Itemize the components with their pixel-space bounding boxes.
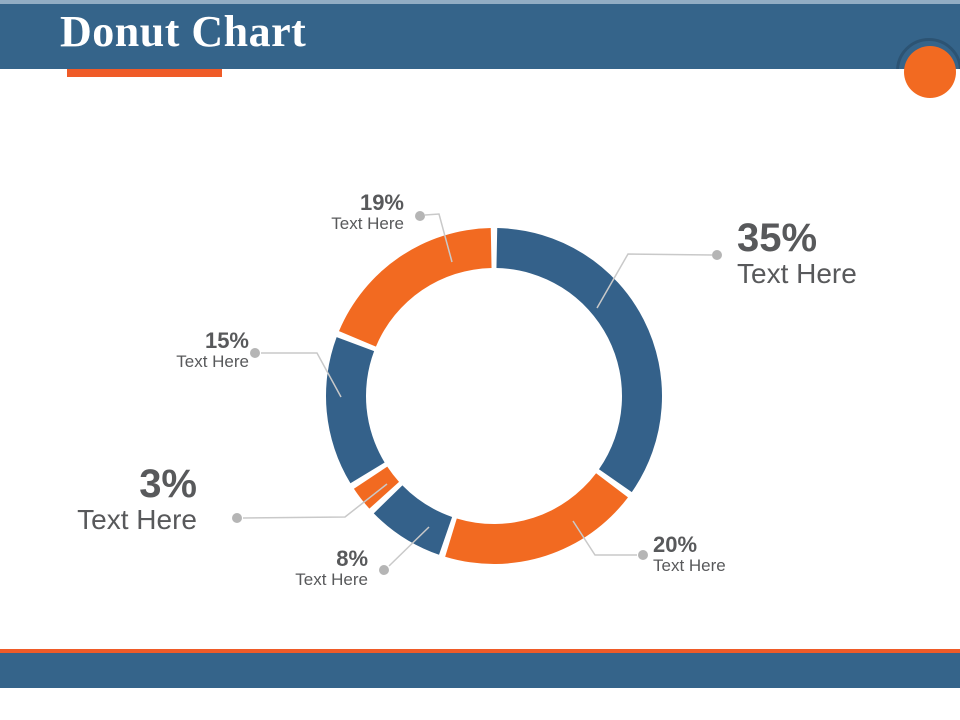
leader-dot-20pct — [638, 550, 648, 560]
leader-line-20pct — [572, 520, 637, 556]
leader-line-15pct — [261, 352, 342, 398]
top-strip — [0, 0, 960, 4]
callout-value: 3% — [139, 462, 197, 506]
callout-value: 35% — [737, 216, 818, 260]
leader-line-19pct — [424, 213, 453, 263]
donut-segment-15pct — [326, 337, 385, 484]
callout-text: Text Here — [176, 352, 249, 372]
leader-line-35pct — [596, 253, 713, 309]
callout-label-20pct: 20% Text Here — [653, 533, 726, 575]
callout-text: Text Here — [295, 570, 368, 590]
callout-text: Text Here — [737, 258, 857, 289]
leader-line-3pct — [242, 483, 388, 519]
callout-label-19pct: 19% Text Here — [331, 191, 404, 233]
callout-label-15pct: 15% Text Here — [176, 329, 249, 371]
donut-segment-35pct — [496, 228, 663, 493]
leader-dot-19pct — [415, 211, 425, 221]
leader-dot-35pct — [712, 250, 722, 260]
donut-segment-19pct — [339, 228, 492, 347]
donut-segment-3pct — [353, 466, 400, 509]
decorative-circle — [904, 46, 956, 98]
callout-label-8pct: 8% Text Here — [295, 547, 368, 589]
callout-value: 20% — [653, 532, 698, 557]
page-title: Donut Chart — [60, 7, 307, 56]
callout-value: 19% — [359, 190, 404, 215]
callout-text: Text Here — [331, 214, 404, 234]
title-underline — [67, 69, 222, 77]
leader-dot-15pct — [250, 348, 260, 358]
callout-value: 8% — [336, 546, 368, 571]
header-bar — [0, 4, 960, 69]
footer-accent-line — [0, 649, 960, 653]
callout-text: Text Here — [77, 504, 197, 535]
callout-label-35pct: 35% Text Here — [737, 218, 857, 289]
donut-segment-20pct — [445, 473, 628, 564]
footer-bar — [0, 653, 960, 688]
callout-text: Text Here — [653, 556, 726, 576]
donut-segment-8pct — [373, 485, 453, 555]
callout-value: 15% — [204, 328, 249, 353]
leader-dot-8pct — [379, 565, 389, 575]
callout-label-3pct: 3% Text Here — [77, 464, 197, 535]
leader-line-8pct — [388, 526, 430, 567]
leader-dot-3pct — [232, 513, 242, 523]
